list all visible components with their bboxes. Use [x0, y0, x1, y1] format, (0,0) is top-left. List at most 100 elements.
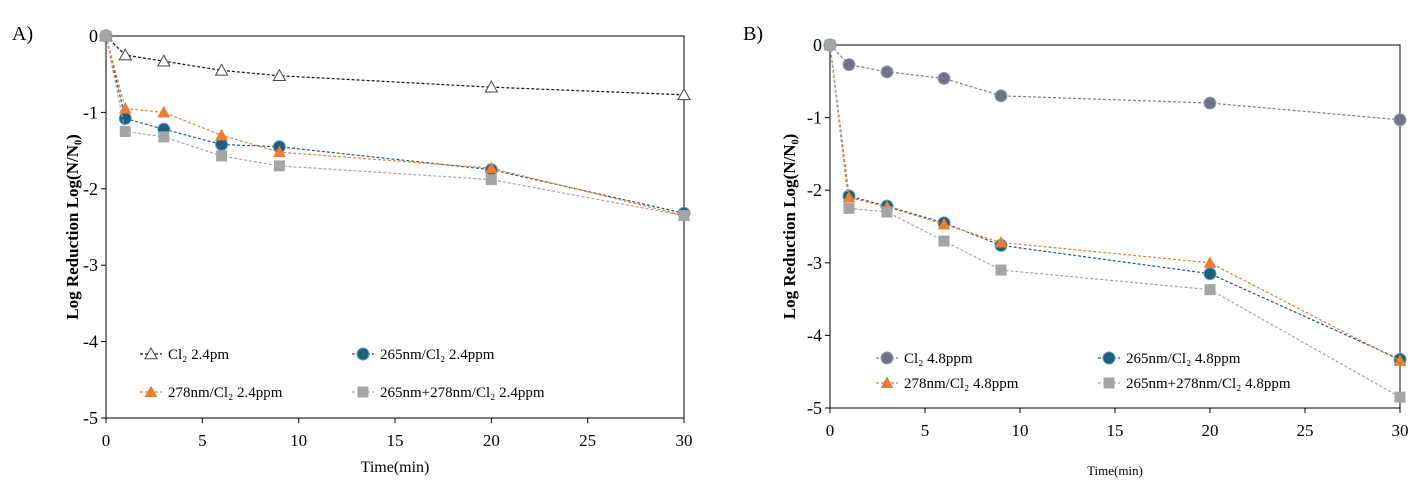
data-point	[1393, 113, 1407, 127]
data-point	[1393, 354, 1407, 366]
x-axis-title: Time(min)	[361, 459, 430, 476]
legend-label: 265nm+278nm/Cl₂ 4.8ppm	[1126, 376, 1291, 392]
y-tick-label: -3	[83, 255, 98, 275]
legend-swatch-marker	[880, 376, 894, 389]
data-point	[937, 71, 951, 85]
x-tick-label: 5	[921, 421, 930, 440]
legend-entry: 278nm/Cl₂ 2.4ppm	[140, 385, 283, 401]
data-point	[1203, 256, 1217, 268]
data-point	[994, 89, 1008, 103]
x-tick-label: 30	[1392, 421, 1409, 440]
x-tick-label: 15	[1107, 421, 1124, 440]
data-point	[1203, 267, 1217, 281]
data-point	[880, 65, 894, 79]
data-point	[156, 54, 171, 67]
legend-entry: 278nm/Cl₂ 4.8ppm	[876, 376, 1019, 392]
series-line	[829, 44, 1401, 360]
x-tick-label: 5	[198, 431, 207, 450]
data-point	[842, 58, 856, 72]
series-line	[829, 44, 1401, 362]
data-point	[937, 217, 951, 230]
series-line	[105, 35, 685, 96]
legend-entry: Cl₂ 4.8ppm	[876, 351, 973, 367]
legend-swatch-marker	[880, 351, 894, 365]
legend-swatch-marker	[1103, 377, 1115, 389]
data-point	[214, 63, 229, 76]
data-point	[677, 87, 691, 101]
series-1	[823, 38, 1407, 366]
data-point	[272, 145, 286, 158]
data-point	[1394, 391, 1406, 403]
series-line	[105, 35, 685, 214]
data-point	[1203, 96, 1217, 110]
series-0	[823, 38, 1407, 127]
x-axis-title: Time(min)	[1087, 463, 1143, 478]
data-point	[484, 80, 499, 93]
data-point	[843, 202, 855, 214]
data-point	[938, 235, 950, 247]
series-line	[829, 44, 1401, 121]
data-point	[100, 30, 112, 42]
series-2	[823, 38, 1407, 366]
legend-swatch-marker	[356, 347, 370, 361]
x-tick-label: 20	[483, 431, 500, 450]
x-tick-label: 0	[826, 421, 835, 440]
data-point	[678, 210, 690, 222]
x-tick-label: 15	[387, 431, 404, 450]
legend-label: 278nm/Cl₂ 2.4ppm	[168, 385, 283, 401]
y-tick-label: -1	[807, 108, 822, 128]
y-tick-label: 0	[89, 26, 98, 46]
data-point	[273, 160, 285, 172]
x-tick-label: 25	[1297, 421, 1314, 440]
y-tick-label: -5	[807, 398, 822, 418]
data-point	[272, 68, 287, 82]
y-axis-title: Log Reduction Log(N/N₀)	[780, 134, 799, 320]
data-point	[119, 126, 131, 137]
data-point	[881, 206, 893, 218]
x-tick-label: 30	[676, 431, 693, 450]
legend-label: 265nm/Cl₂ 4.8ppm	[1126, 351, 1241, 367]
y-tick-label: 0	[813, 35, 822, 55]
legend-swatch-marker	[1102, 351, 1116, 365]
series-line	[829, 44, 1401, 398]
data-point	[118, 112, 132, 126]
legend-swatch-marker	[144, 385, 158, 398]
data-point	[118, 48, 133, 61]
data-point	[994, 235, 1008, 248]
y-tick-label: -3	[807, 253, 822, 273]
panel-label: B)	[743, 23, 763, 45]
data-point	[215, 128, 229, 141]
data-point	[824, 39, 836, 51]
series-3	[100, 30, 690, 222]
data-point	[484, 161, 498, 174]
series-2	[99, 29, 691, 221]
legend-swatch-marker	[144, 346, 158, 360]
y-tick-label: -4	[807, 325, 822, 345]
series-3	[824, 39, 1406, 403]
x-tick-label: 25	[579, 431, 596, 450]
series-line	[105, 35, 685, 217]
data-point	[118, 102, 132, 114]
panel-label: A)	[12, 23, 33, 45]
y-tick-label: -2	[83, 179, 98, 199]
data-point	[1204, 284, 1216, 296]
data-point	[157, 105, 171, 118]
data-point	[842, 190, 856, 203]
legend-label: 265nm/Cl₂ 2.4ppm	[380, 347, 495, 363]
legend-entry: 265nm/Cl₂ 4.8ppm	[1098, 351, 1241, 367]
legend-entry: 265nm+278nm/Cl₂ 2.4ppm	[352, 385, 545, 401]
data-point	[158, 131, 170, 143]
legend-label: 265nm+278nm/Cl₂ 2.4ppm	[380, 385, 545, 401]
x-tick-label: 20	[1202, 421, 1219, 440]
y-axis-title: Log Reduction Log(N/N₀)	[63, 134, 82, 320]
x-tick-label: 10	[1012, 421, 1029, 440]
legend-label: Cl₂ 2.4pm	[168, 347, 229, 363]
legend-label: 278nm/Cl₂ 4.8ppm	[904, 376, 1019, 392]
data-point	[995, 264, 1007, 276]
y-tick-label: -5	[83, 408, 98, 428]
legend-swatch-marker	[357, 386, 369, 398]
series-0	[99, 28, 691, 101]
